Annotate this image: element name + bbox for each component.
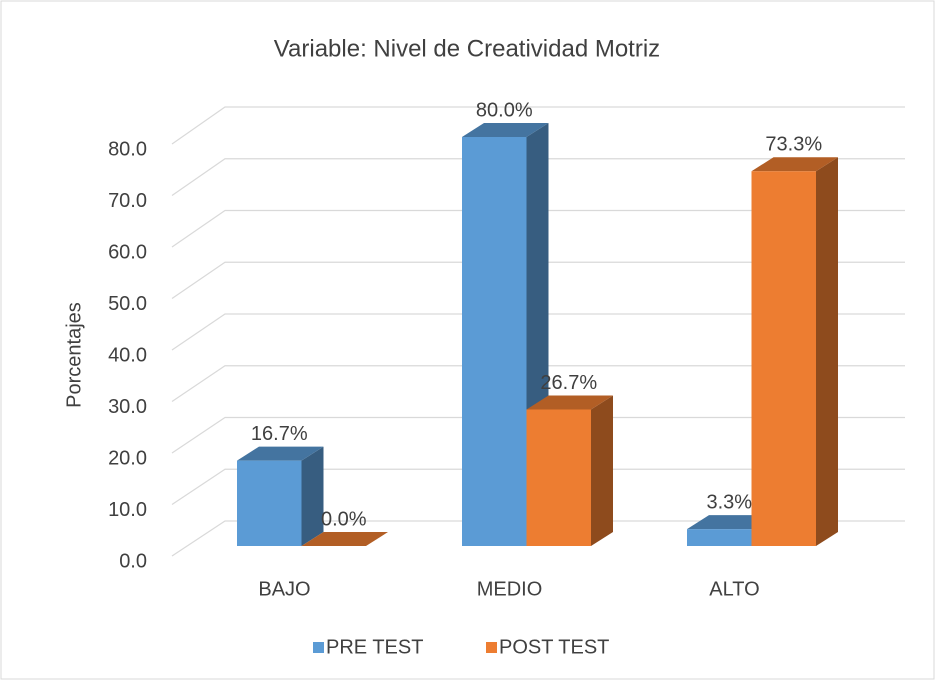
bar-face — [751, 157, 838, 172]
value-label: 73.3% — [765, 134, 822, 156]
bar-face — [237, 446, 324, 461]
bar-face — [462, 137, 527, 546]
bar-face — [462, 123, 549, 137]
bar — [751, 157, 838, 546]
y-tick-label: 50.0 — [108, 293, 147, 315]
grid-line — [171, 158, 905, 196]
chart-title: Variable: Nivel de Creatividad Motriz — [274, 35, 660, 62]
bar-face — [526, 395, 613, 410]
bar-face — [591, 395, 613, 546]
bar-face — [301, 532, 388, 546]
y-tick-label: 0.0 — [119, 550, 147, 572]
value-label: 0.0% — [321, 508, 367, 530]
value-label: 16.7% — [251, 423, 308, 445]
y-tick-label: 40.0 — [108, 344, 147, 366]
bar — [237, 446, 324, 546]
bar-face — [751, 171, 816, 546]
bar-face — [237, 460, 302, 546]
legend-label: PRE TEST — [326, 636, 423, 658]
y-tick-label: 20.0 — [108, 447, 147, 469]
value-label: 26.7% — [540, 372, 597, 394]
y-tick-label: 60.0 — [108, 241, 147, 263]
grid-line — [171, 416, 905, 454]
bar — [301, 532, 388, 546]
y-axis-title: Porcentajes — [63, 302, 85, 408]
value-label: 80.0% — [476, 99, 533, 121]
grid-line — [171, 468, 905, 505]
grid-line — [171, 313, 905, 351]
bar-face — [526, 409, 591, 546]
y-tick-label: 30.0 — [108, 396, 147, 418]
y-tick-label: 80.0 — [108, 138, 147, 160]
x-tick-label: ALTO — [709, 578, 759, 600]
grid-line — [171, 261, 905, 299]
x-tick-label: BAJO — [258, 578, 310, 600]
legend-label: POST TEST — [499, 636, 609, 658]
grid-line — [171, 209, 905, 248]
y-tick-label: 10.0 — [108, 499, 147, 521]
grid-line — [171, 106, 905, 145]
legend-swatch — [486, 642, 497, 653]
bar — [526, 395, 613, 546]
y-tick-label: 70.0 — [108, 190, 147, 212]
value-label: 3.3% — [706, 491, 752, 513]
grid-line — [171, 365, 905, 402]
x-tick-label: MEDIO — [477, 578, 543, 600]
bar-face — [816, 157, 838, 546]
bar-face — [301, 446, 324, 546]
bar-face — [687, 529, 752, 546]
grid-line — [171, 520, 905, 557]
legend-swatch — [313, 642, 324, 653]
